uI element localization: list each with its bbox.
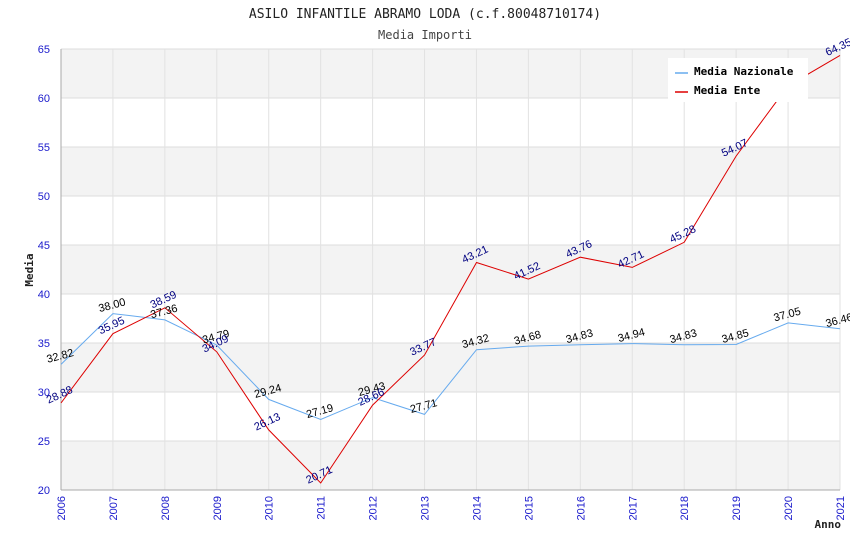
grid-lines: [60, 48, 841, 491]
x-tick-label: 2013: [420, 496, 432, 520]
grid-band: [61, 441, 840, 490]
x-tick-label: 2016: [575, 496, 587, 520]
y-tick-label: 60: [38, 93, 50, 105]
grid-band: [61, 245, 840, 294]
series-line-media-nazionale: [60, 313, 841, 421]
x-tick-label: 2009: [212, 496, 224, 520]
y-tick-label: 25: [38, 436, 50, 448]
chart-title: ASILO INFANTILE ABRAMO LODA (c.f.8004871…: [249, 7, 601, 22]
y-tick-label: 40: [38, 289, 50, 301]
x-axis-label: Anno: [815, 518, 842, 531]
plot-bands: [61, 49, 840, 490]
y-tick-label: 55: [38, 142, 50, 154]
x-tick-label: 2020: [783, 496, 795, 520]
data-label-media-nazionale: 27.71: [409, 397, 439, 416]
x-tick-label: 2012: [368, 496, 380, 520]
legend-box: [668, 58, 808, 102]
x-tick-label: 2017: [627, 496, 639, 520]
x-tick-label: 2021: [835, 496, 847, 520]
y-tick-label: 35: [38, 338, 50, 350]
series-line-media-ente: [60, 54, 841, 484]
y-tick-label: 65: [38, 44, 50, 56]
legend: Media Nazionale Media Ente: [668, 58, 808, 102]
grid-band: [61, 343, 840, 392]
x-tick-label: 2010: [264, 496, 276, 520]
x-tick-label: 2007: [108, 496, 120, 520]
data-label-media-nazionale: 34.94: [617, 326, 647, 345]
data-label-media-nazionale: 27.19: [305, 402, 335, 421]
x-tick-label: 2018: [679, 496, 691, 520]
x-tick-labels: 2006 2007 2008 2009 2010 2011 2012 2013 2014 2015…: [56, 496, 847, 520]
legend-label-media-nazionale: Media Nazionale: [694, 65, 794, 78]
data-label-media-nazionale: 37.05: [772, 306, 802, 325]
x-tick-label: 2015: [523, 496, 535, 520]
x-tick-label: 2006: [56, 496, 68, 520]
y-tick-label: 45: [38, 240, 50, 252]
data-label-media-nazionale: 38.00: [97, 296, 127, 315]
y-tick-label: 30: [38, 387, 50, 399]
data-label-media-ente: 35.95: [97, 315, 127, 338]
x-tick-label: 2014: [471, 496, 483, 520]
y-axis-label: Media: [23, 253, 36, 286]
y-tick-label: 20: [38, 485, 50, 497]
series-lines: [60, 54, 841, 484]
y-tick-label: 50: [38, 191, 50, 203]
x-tick-label: 2008: [160, 496, 172, 520]
data-label-media-nazionale: 36.46: [824, 311, 850, 330]
axes: [60, 49, 840, 491]
y-tick-labels: 20 25 30 35 40 45 50 55 60 65: [38, 44, 50, 497]
legend-label-media-ente: Media Ente: [694, 84, 761, 97]
x-tick-label: 2019: [731, 496, 743, 520]
grid-band: [61, 147, 840, 196]
chart-subtitle: Media Importi: [378, 28, 472, 42]
x-tick-label: 2011: [316, 496, 328, 520]
data-label-media-ente: 26.13: [252, 411, 282, 434]
